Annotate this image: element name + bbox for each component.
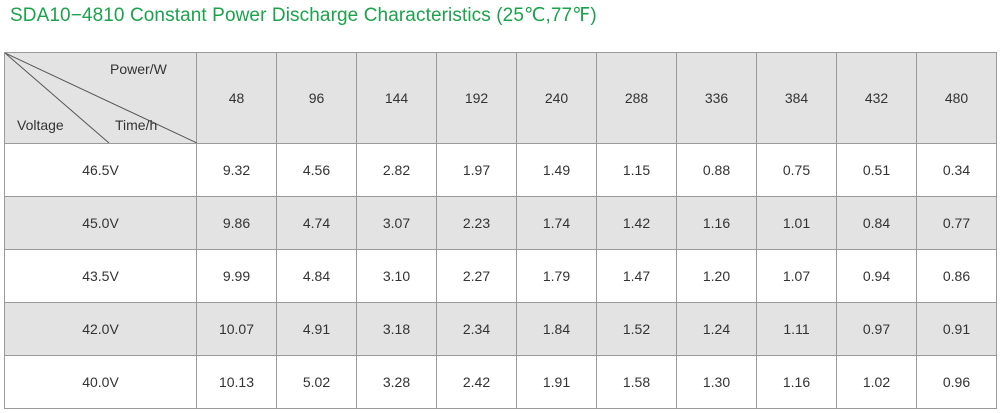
table-row: 45.0V 9.86 4.74 3.07 2.23 1.74 1.42 1.16… [4, 196, 997, 250]
value-cell: 5.02 [276, 355, 357, 409]
value-cell: 0.34 [916, 143, 997, 197]
value-cell: 0.86 [916, 249, 997, 303]
power-header: 144 [356, 52, 437, 144]
value-cell: 1.20 [676, 249, 757, 303]
value-cell: 0.97 [836, 302, 917, 356]
voltage-cell: 45.0V [4, 196, 197, 250]
table-row: 40.0V 10.13 5.02 3.28 2.42 1.91 1.58 1.3… [4, 355, 997, 409]
value-cell: 4.74 [276, 196, 357, 250]
table-row: 46.5V 9.32 4.56 2.82 1.97 1.49 1.15 0.88… [4, 143, 997, 197]
voltage-cell: 43.5V [4, 249, 197, 303]
value-cell: 1.15 [596, 143, 677, 197]
time-label: Time/h [115, 117, 158, 133]
value-cell: 1.16 [756, 355, 837, 409]
value-cell: 10.13 [196, 355, 277, 409]
value-cell: 1.84 [516, 302, 597, 356]
value-cell: 1.58 [596, 355, 677, 409]
value-cell: 0.91 [916, 302, 997, 356]
power-header: 432 [836, 52, 917, 144]
corner-diagonals [5, 53, 197, 143]
header-row: Power/W Time/h Voltage 48 96 144 192 240… [4, 52, 997, 144]
table-row: 43.5V 9.99 4.84 3.10 2.27 1.79 1.47 1.20… [4, 249, 997, 303]
discharge-table: Power/W Time/h Voltage 48 96 144 192 240… [4, 52, 997, 409]
power-label: Power/W [110, 61, 167, 77]
power-header: 48 [196, 52, 277, 144]
value-cell: 4.91 [276, 302, 357, 356]
value-cell: 1.52 [596, 302, 677, 356]
value-cell: 1.24 [676, 302, 757, 356]
value-cell: 1.42 [596, 196, 677, 250]
chart-title: SDA10−4810 Constant Power Discharge Char… [10, 5, 597, 26]
power-header: 192 [436, 52, 517, 144]
value-cell: 0.88 [676, 143, 757, 197]
power-header: 480 [916, 52, 997, 144]
value-cell: 2.23 [436, 196, 517, 250]
value-cell: 2.42 [436, 355, 517, 409]
value-cell: 0.77 [916, 196, 997, 250]
value-cell: 1.97 [436, 143, 517, 197]
value-cell: 3.10 [356, 249, 437, 303]
table-row: 42.0V 10.07 4.91 3.18 2.34 1.84 1.52 1.2… [4, 302, 997, 356]
value-cell: 1.01 [756, 196, 837, 250]
value-cell: 0.84 [836, 196, 917, 250]
power-header: 96 [276, 52, 357, 144]
power-header: 288 [596, 52, 677, 144]
value-cell: 3.18 [356, 302, 437, 356]
value-cell: 0.51 [836, 143, 917, 197]
power-header: 336 [676, 52, 757, 144]
value-cell: 1.16 [676, 196, 757, 250]
corner-cell: Power/W Time/h Voltage [4, 52, 197, 144]
value-cell: 1.11 [756, 302, 837, 356]
value-cell: 1.74 [516, 196, 597, 250]
power-header: 240 [516, 52, 597, 144]
value-cell: 1.49 [516, 143, 597, 197]
voltage-cell: 46.5V [4, 143, 197, 197]
value-cell: 3.28 [356, 355, 437, 409]
value-cell: 0.96 [916, 355, 997, 409]
value-cell: 1.07 [756, 249, 837, 303]
value-cell: 1.02 [836, 355, 917, 409]
value-cell: 0.94 [836, 249, 917, 303]
value-cell: 3.07 [356, 196, 437, 250]
power-header: 384 [756, 52, 837, 144]
voltage-cell: 40.0V [4, 355, 197, 409]
value-cell: 1.91 [516, 355, 597, 409]
value-cell: 9.99 [196, 249, 277, 303]
value-cell: 1.79 [516, 249, 597, 303]
value-cell: 1.47 [596, 249, 677, 303]
value-cell: 4.56 [276, 143, 357, 197]
value-cell: 9.86 [196, 196, 277, 250]
value-cell: 4.84 [276, 249, 357, 303]
voltage-cell: 42.0V [4, 302, 197, 356]
value-cell: 2.27 [436, 249, 517, 303]
voltage-label: Voltage [17, 117, 64, 133]
value-cell: 2.34 [436, 302, 517, 356]
value-cell: 9.32 [196, 143, 277, 197]
value-cell: 1.30 [676, 355, 757, 409]
value-cell: 0.75 [756, 143, 837, 197]
value-cell: 10.07 [196, 302, 277, 356]
value-cell: 2.82 [356, 143, 437, 197]
